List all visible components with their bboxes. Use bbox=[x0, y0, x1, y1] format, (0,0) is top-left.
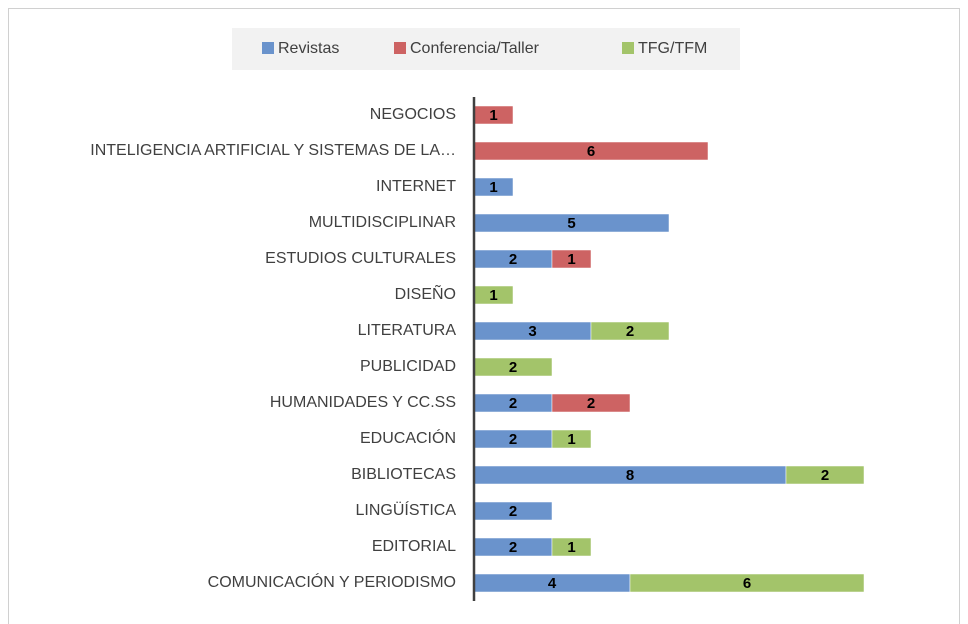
data-label: 1 bbox=[489, 107, 497, 124]
chart-frame bbox=[8, 8, 960, 624]
y-tick-label: INTELIGENCIA ARTIFICIAL Y SISTEMAS DE LA… bbox=[90, 142, 456, 159]
y-tick-label: EDUCACIÓN bbox=[360, 428, 456, 447]
data-label: 8 bbox=[626, 467, 634, 484]
bar-segment bbox=[551, 393, 631, 413]
y-tick-label: MULTIDISCIPLINAR bbox=[309, 214, 456, 231]
data-label: 2 bbox=[509, 431, 517, 448]
bar-segment bbox=[785, 465, 865, 485]
y-tick-label: COMUNICACIÓN Y PERIODISMO bbox=[208, 572, 456, 591]
bar-segment bbox=[551, 429, 592, 449]
data-label: 2 bbox=[509, 539, 517, 556]
data-label: 1 bbox=[567, 431, 575, 448]
legend-label: Revistas bbox=[278, 40, 339, 57]
data-label: 6 bbox=[587, 143, 595, 160]
data-label: 1 bbox=[567, 539, 575, 556]
legend-box bbox=[232, 28, 740, 70]
data-label: 4 bbox=[548, 575, 557, 592]
legend-swatch bbox=[262, 42, 274, 54]
legend-label: Conferencia/Taller bbox=[410, 40, 540, 57]
data-label: 2 bbox=[509, 251, 517, 268]
data-label: 6 bbox=[743, 575, 751, 592]
data-label: 2 bbox=[587, 395, 595, 412]
data-label: 3 bbox=[528, 323, 536, 340]
y-tick-label: BIBLIOTECAS bbox=[351, 466, 456, 483]
y-tick-label: INTERNET bbox=[376, 178, 456, 195]
data-label: 2 bbox=[626, 323, 634, 340]
y-tick-label: EDITORIAL bbox=[372, 538, 456, 555]
y-tick-label: ESTUDIOS CULTURALES bbox=[265, 250, 456, 267]
data-label: 2 bbox=[821, 467, 829, 484]
legend-swatch bbox=[394, 42, 406, 54]
y-tick-label: LINGÜÍSTICA bbox=[356, 500, 457, 519]
bar-segment bbox=[551, 249, 592, 269]
y-tick-label: LITERATURA bbox=[358, 322, 457, 339]
y-tick-label: DISEÑO bbox=[395, 283, 456, 303]
bar-segment bbox=[629, 573, 865, 593]
data-label: 1 bbox=[489, 287, 497, 304]
data-label: 1 bbox=[567, 251, 575, 268]
bar-segment bbox=[551, 537, 592, 557]
bar-segment bbox=[590, 321, 670, 341]
legend-label: TFG/TFM bbox=[638, 40, 707, 57]
data-label: 5 bbox=[567, 215, 575, 232]
y-tick-label: NEGOCIOS bbox=[370, 106, 456, 123]
y-tick-label: PUBLICIDAD bbox=[360, 358, 456, 375]
y-tick-label: HUMANIDADES Y CC.SS bbox=[270, 394, 456, 411]
data-label: 2 bbox=[509, 395, 517, 412]
data-label: 2 bbox=[509, 503, 517, 520]
data-label: 1 bbox=[489, 179, 497, 196]
data-label: 2 bbox=[509, 359, 517, 376]
legend-swatch bbox=[622, 42, 634, 54]
